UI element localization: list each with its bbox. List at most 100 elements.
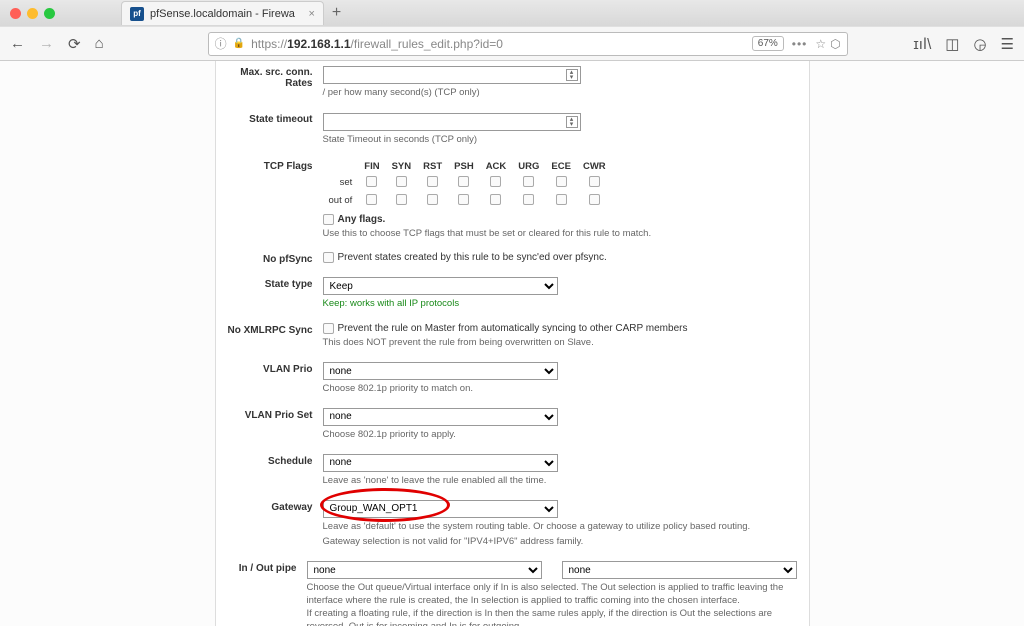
url-prefix: https:// [251, 37, 287, 51]
select-gateway[interactable]: Group_WAN_OPT1 [323, 500, 558, 518]
select-out-pipe[interactable]: none [562, 561, 797, 579]
chk-outof-cwr[interactable] [589, 194, 600, 205]
label-no-pfsync: No pfSync [228, 252, 323, 265]
window-minimize-button[interactable] [27, 8, 38, 19]
window-titlebar: pf pfSense.localdomain - Firewa × + [0, 0, 1024, 26]
tab-close-icon[interactable]: × [308, 8, 314, 20]
hint-inout-pipe: Choose the Out queue/Virtual interface o… [307, 582, 797, 626]
sidebar-icon[interactable]: ◫ [945, 35, 959, 53]
url-host: 192.168.1.1 [287, 37, 350, 51]
row-inout-pipe: In / Out pipe none none Choose the Out q… [228, 557, 797, 626]
tcp-col-syn: SYN [386, 159, 418, 174]
tcp-row-set: set [323, 174, 359, 192]
tcp-col-cwr: CWR [577, 159, 612, 174]
checkbox-no-xmlrpc[interactable]: Prevent the rule on Master from automati… [323, 323, 797, 334]
tcp-row-outof: out of [323, 192, 359, 210]
row-vlan-prio: VLAN Prio none Choose 802.1p priority to… [228, 358, 797, 396]
tab-title: pfSense.localdomain - Firewa [150, 8, 295, 20]
back-button[interactable]: ← [10, 35, 25, 52]
window-close-button[interactable] [10, 8, 21, 19]
label-vlan-prio-set: VLAN Prio Set [228, 408, 323, 442]
label-no-xmlrpc: No XMLRPC Sync [228, 323, 323, 350]
browser-tab[interactable]: pf pfSense.localdomain - Firewa × [121, 1, 324, 25]
input-max-src-conn[interactable]: ▴▾ [323, 66, 581, 84]
chk-set-fin[interactable] [366, 176, 377, 187]
row-no-pfsync: No pfSync Prevent states created by this… [228, 248, 797, 265]
row-vlan-prio-set: VLAN Prio Set none Choose 802.1p priorit… [228, 404, 797, 442]
hint-state-type: Keep: works with all IP protocols [323, 298, 797, 311]
chk-set-ack[interactable] [490, 176, 501, 187]
pocket-icon[interactable]: ⬡ [830, 37, 840, 51]
hint-max-src-conn: / per how many second(s) (TCP only) [323, 87, 797, 100]
chk-outof-syn[interactable] [396, 194, 407, 205]
page-viewport: Max. src. conn. Rates ▴▾ / per how many … [0, 61, 1024, 626]
row-state-type: State type Keep Keep: works with all IP … [228, 273, 797, 311]
chk-set-ece[interactable] [556, 176, 567, 187]
zoom-badge[interactable]: 67% [752, 36, 784, 51]
label-tcp-flags: TCP Flags [228, 159, 323, 241]
hint-no-xmlrpc: This does NOT prevent the rule from bein… [323, 337, 797, 350]
label-state-type: State type [228, 277, 323, 311]
select-in-pipe[interactable]: none [307, 561, 542, 579]
row-gateway: Gateway Group_WAN_OPT1 Leave as 'default… [228, 496, 797, 550]
url-path: /firewall_rules_edit.php?id=0 [351, 37, 503, 51]
tab-favicon: pf [130, 7, 144, 21]
browser-toolbar: ← → ⟳ ⌂ ⓘ 🔒 https:// 192.168.1.1 /firewa… [0, 26, 1024, 60]
tcp-flags-table: FIN SYN RST PSH ACK URG ECE CWR set [323, 159, 612, 210]
site-info-icon[interactable]: ⓘ [215, 35, 227, 52]
select-vlan-prio[interactable]: none [323, 362, 558, 380]
tcp-col-psh: PSH [448, 159, 480, 174]
chk-outof-psh[interactable] [458, 194, 469, 205]
reload-button[interactable]: ⟳ [68, 35, 81, 53]
firewall-rule-panel: Max. src. conn. Rates ▴▾ / per how many … [215, 61, 810, 626]
address-bar[interactable]: ⓘ 🔒 https:// 192.168.1.1 /firewall_rules… [208, 32, 848, 56]
checkbox-no-pfsync[interactable]: Prevent states created by this rule to b… [323, 252, 797, 263]
new-tab-button[interactable]: + [332, 4, 341, 22]
tcp-col-rst: RST [417, 159, 448, 174]
row-schedule: Schedule none Leave as 'none' to leave t… [228, 450, 797, 488]
chk-outof-urg[interactable] [523, 194, 534, 205]
hint-schedule: Leave as 'none' to leave the rule enable… [323, 475, 797, 488]
input-state-timeout[interactable]: ▴▾ [323, 113, 581, 131]
chk-set-psh[interactable] [458, 176, 469, 187]
hint-gateway-2: Gateway selection is not valid for "IPV4… [323, 536, 797, 549]
chk-set-urg[interactable] [523, 176, 534, 187]
hint-vlan-prio: Choose 802.1p priority to match on. [323, 383, 797, 396]
tcp-col-fin: FIN [358, 159, 385, 174]
menu-icon[interactable]: ☰ [1001, 35, 1014, 53]
chk-outof-ece[interactable] [556, 194, 567, 205]
chk-outof-ack[interactable] [490, 194, 501, 205]
select-state-type[interactable]: Keep [323, 277, 558, 295]
hint-tcp-flags: Use this to choose TCP flags that must b… [323, 228, 797, 241]
browser-chrome: pf pfSense.localdomain - Firewa × + ← → … [0, 0, 1024, 61]
select-schedule[interactable]: none [323, 454, 558, 472]
forward-button[interactable]: → [39, 35, 54, 52]
chk-outof-rst[interactable] [427, 194, 438, 205]
chk-outof-fin[interactable] [366, 194, 377, 205]
label-gateway: Gateway [228, 500, 323, 550]
account-icon[interactable]: ◶ [973, 35, 986, 53]
row-no-xmlrpc: No XMLRPC Sync Prevent the rule on Maste… [228, 319, 797, 350]
library-icon[interactable]: ɪıⅼ\ [913, 35, 931, 53]
select-vlan-prio-set[interactable]: none [323, 408, 558, 426]
hint-vlan-prio-set: Choose 802.1p priority to apply. [323, 429, 797, 442]
label-state-timeout: State timeout [228, 112, 323, 147]
bookmark-icon[interactable]: ☆ [815, 37, 826, 51]
lock-icon: 🔒 [233, 38, 245, 49]
window-maximize-button[interactable] [44, 8, 55, 19]
tcp-col-urg: URG [512, 159, 545, 174]
chk-set-rst[interactable] [427, 176, 438, 187]
tcp-col-ece: ECE [545, 159, 577, 174]
tcp-col-ack: ACK [480, 159, 513, 174]
label-inout-pipe: In / Out pipe [228, 561, 307, 626]
hint-gateway-1: Leave as 'default' to use the system rou… [323, 521, 797, 534]
home-button[interactable]: ⌂ [95, 35, 104, 52]
row-max-src-conn: Max. src. conn. Rates ▴▾ / per how many … [228, 61, 797, 100]
page-actions-icon[interactable]: ••• [792, 37, 808, 51]
label-vlan-prio: VLAN Prio [228, 362, 323, 396]
chk-set-syn[interactable] [396, 176, 407, 187]
any-flags-option[interactable]: Any flags. [323, 214, 797, 225]
chk-set-cwr[interactable] [589, 176, 600, 187]
label-max-src-conn: Max. src. conn. Rates [228, 65, 323, 100]
row-tcp-flags: TCP Flags FIN SYN RST PSH ACK URG ECE CW… [228, 155, 797, 241]
